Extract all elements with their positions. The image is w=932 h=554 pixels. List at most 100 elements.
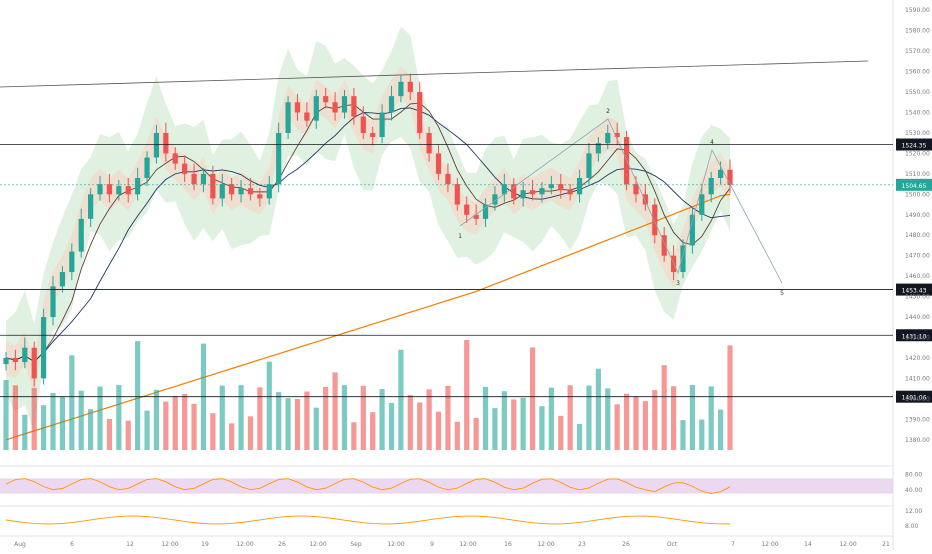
candle-body bbox=[332, 102, 338, 113]
volume-bar bbox=[106, 419, 113, 450]
volume-bar bbox=[605, 388, 611, 450]
price-axis-tick: 1550.00 bbox=[905, 89, 930, 96]
time-axis-label: 9 bbox=[430, 541, 434, 548]
volume-bar bbox=[341, 385, 348, 450]
volume-bar bbox=[332, 372, 338, 450]
candle-body bbox=[614, 132, 620, 138]
candle-body bbox=[200, 173, 207, 185]
volume-bar bbox=[614, 404, 620, 450]
wave-projection[interactable] bbox=[459, 118, 783, 284]
candle-body bbox=[379, 112, 385, 138]
price-axis-tick: 1590.00 bbox=[905, 7, 930, 14]
candle-body bbox=[586, 153, 592, 178]
candle-body bbox=[191, 173, 197, 185]
price-axis-tick: 1510.00 bbox=[905, 171, 930, 178]
level-badge-label: 1524.35 bbox=[902, 143, 927, 150]
candle-body bbox=[116, 186, 122, 195]
volume-bar bbox=[59, 397, 66, 450]
candle-body bbox=[652, 204, 658, 236]
volume-bar bbox=[22, 414, 28, 450]
time-axis-label: 12:00 bbox=[161, 541, 178, 548]
volume-bar bbox=[360, 385, 366, 450]
candle-body bbox=[407, 81, 413, 93]
volume-bar bbox=[172, 395, 178, 450]
volume-bar bbox=[12, 385, 19, 450]
time-axis-label: Oct bbox=[667, 541, 678, 548]
candle-body bbox=[219, 184, 225, 199]
candle-body bbox=[257, 194, 263, 199]
price-axis-tick: 1380.00 bbox=[905, 437, 930, 444]
level-badge-label: 1453.43 bbox=[902, 288, 927, 295]
volume-bar bbox=[454, 421, 460, 450]
volume-bar bbox=[97, 386, 103, 450]
candle-body bbox=[351, 96, 357, 117]
price-axis-tick: 1470.00 bbox=[905, 253, 930, 260]
candle-body bbox=[78, 218, 84, 252]
volume-bar bbox=[652, 390, 658, 450]
time-axis-label: 12:00 bbox=[309, 541, 326, 548]
candle-body bbox=[3, 357, 9, 365]
price-axis-tick: 1500.00 bbox=[905, 191, 930, 198]
volume-bar bbox=[266, 361, 272, 450]
volume-bar bbox=[473, 417, 479, 450]
candle-body bbox=[69, 251, 75, 273]
volume-bar bbox=[548, 387, 554, 450]
volume-bar bbox=[642, 401, 648, 450]
candle-body bbox=[708, 177, 714, 195]
volume-bar bbox=[78, 390, 84, 450]
time-axis-label: 14 bbox=[804, 541, 812, 548]
candle-body bbox=[12, 357, 19, 363]
candle-body bbox=[529, 190, 536, 195]
price-axis-tick: 1530.00 bbox=[905, 130, 930, 137]
volume-bar bbox=[285, 398, 291, 450]
volume-bar bbox=[41, 405, 47, 450]
volume-bar bbox=[370, 412, 376, 450]
price-axis-tick: 1490.00 bbox=[905, 212, 930, 219]
time-axis-label: 12:00 bbox=[387, 541, 404, 548]
volume-bar bbox=[670, 386, 677, 450]
candle-body bbox=[633, 184, 639, 195]
oscillator-axis-tick: 8.00 bbox=[905, 523, 919, 530]
volume-bar bbox=[31, 387, 37, 450]
price-axis-tick: 1420.00 bbox=[905, 355, 930, 362]
time-axis-label: 12:00 bbox=[761, 541, 778, 548]
volume-bar bbox=[304, 391, 310, 450]
volume-bar bbox=[116, 385, 122, 450]
candle-body bbox=[276, 132, 282, 185]
time-axis-label: 7 bbox=[731, 541, 735, 548]
volume-bar bbox=[633, 396, 639, 450]
candle-body bbox=[680, 245, 686, 273]
volume-bar bbox=[445, 385, 451, 450]
candle-body bbox=[50, 286, 56, 318]
candle-body bbox=[153, 132, 160, 158]
wave-label-5: 5 bbox=[780, 290, 784, 297]
volume-bar bbox=[623, 393, 630, 450]
volume-bar bbox=[229, 423, 235, 450]
rsi-axis-tick: 40.00 bbox=[905, 487, 922, 494]
volume-bar bbox=[247, 416, 254, 450]
volume-bar bbox=[379, 389, 385, 450]
time-axis-label: Sep bbox=[350, 541, 362, 548]
candle-body bbox=[661, 235, 667, 256]
time-axis-label: 6 bbox=[70, 541, 74, 548]
volume-bar bbox=[708, 386, 714, 450]
candle-body bbox=[172, 153, 178, 164]
candle-body bbox=[567, 190, 573, 195]
candle-body bbox=[182, 163, 188, 174]
candle-body bbox=[163, 132, 169, 154]
volume-bar bbox=[529, 347, 536, 450]
candle-body bbox=[464, 204, 470, 215]
price-axis-tick: 1560.00 bbox=[905, 69, 930, 76]
candle-body bbox=[548, 184, 554, 189]
candle-body bbox=[492, 194, 498, 205]
volume-bar bbox=[492, 408, 498, 450]
trendline-upper[interactable] bbox=[0, 60, 869, 88]
volume-bar bbox=[50, 393, 56, 450]
candle-body bbox=[238, 188, 244, 195]
candle-body bbox=[699, 194, 705, 215]
volume-bar bbox=[464, 340, 470, 450]
volume-bar bbox=[135, 341, 141, 450]
volume-bar bbox=[125, 420, 131, 450]
